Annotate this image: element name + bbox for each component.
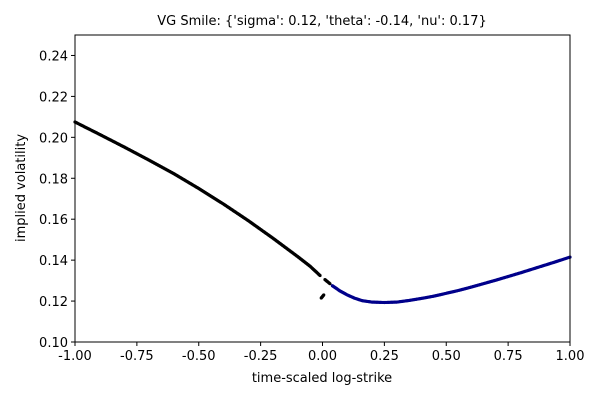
scatter-point: [328, 282, 332, 286]
x-tick-label: 0.25: [370, 349, 399, 364]
scatter-series: [330, 255, 572, 305]
scatter-point: [318, 273, 322, 278]
x-tick-label: -1.00: [58, 349, 92, 364]
x-tick-label: 1.00: [556, 349, 585, 364]
scatter-point: [322, 293, 326, 297]
x-tick-label: -0.75: [120, 349, 154, 364]
y-tick-label: 0.20: [39, 131, 68, 146]
y-axis-label: implied volatility: [14, 134, 29, 242]
x-axis-label: time-scaled log-strike: [252, 371, 392, 386]
y-tick-label: 0.18: [39, 172, 68, 187]
scatter-series: [319, 293, 326, 300]
data-layer: [73, 120, 572, 305]
y-tick-label: 0.22: [39, 90, 68, 105]
chart-title: VG Smile: {'sigma': 0.12, 'theta': -0.14…: [157, 14, 486, 29]
x-tick-label: -0.50: [182, 349, 216, 364]
x-tick-label: -0.25: [244, 349, 278, 364]
y-tick-label: 0.24: [39, 49, 68, 64]
y-tick-label: 0.14: [39, 254, 68, 269]
x-tick-label: 0.50: [432, 349, 461, 364]
y-axis: 0.10 0.12 0.14 0.16 0.18 0.20 0.22 0.24: [39, 49, 75, 351]
scatter-series: [73, 120, 322, 278]
plot-area: [73, 34, 572, 343]
x-axis: -1.00 -0.75 -0.50 -0.25 0.00 0.25 0.50 0.75 1.00: [58, 342, 584, 364]
y-tick-label: 0.12: [39, 295, 68, 310]
y-tick-label: 0.10: [39, 336, 68, 351]
x-tick-label: 0.75: [494, 349, 523, 364]
scatter-series: [323, 277, 332, 286]
x-tick-label: 0.00: [308, 349, 337, 364]
y-tick-label: 0.16: [39, 213, 68, 228]
